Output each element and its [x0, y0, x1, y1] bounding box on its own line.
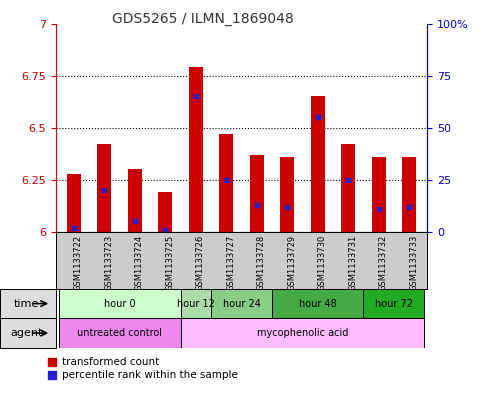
Bar	[67, 174, 81, 232]
Text: hour 0: hour 0	[104, 299, 135, 309]
Text: GSM1133724: GSM1133724	[135, 235, 144, 291]
Text: GSM1133732: GSM1133732	[379, 235, 388, 291]
Bar	[363, 289, 425, 318]
Bar	[56, 232, 427, 289]
Text: GSM1133725: GSM1133725	[165, 235, 174, 291]
Text: time: time	[14, 299, 39, 309]
Text: hour 72: hour 72	[375, 299, 413, 309]
Bar	[272, 289, 363, 318]
Bar	[402, 157, 416, 232]
Text: GSM1133729: GSM1133729	[287, 235, 296, 291]
Text: hour 12: hour 12	[177, 299, 215, 309]
Text: untreated control: untreated control	[77, 328, 162, 338]
Bar	[250, 155, 264, 232]
Bar	[280, 157, 294, 232]
Text: GSM1133730: GSM1133730	[318, 235, 327, 291]
Text: hour 48: hour 48	[299, 299, 337, 309]
Bar	[158, 192, 172, 232]
Bar	[181, 289, 211, 318]
Bar	[58, 318, 181, 348]
Bar	[128, 169, 142, 232]
Bar	[311, 96, 325, 232]
Text: mycophenolic acid: mycophenolic acid	[257, 328, 348, 338]
Bar	[211, 289, 272, 318]
Legend: transformed count, percentile rank within the sample: transformed count, percentile rank withi…	[44, 353, 242, 384]
Text: GSM1133726: GSM1133726	[196, 235, 205, 291]
Text: GSM1133733: GSM1133733	[409, 235, 418, 291]
Text: GSM1133727: GSM1133727	[226, 235, 235, 291]
Text: agent: agent	[10, 328, 43, 338]
Text: GDS5265 / ILMN_1869048: GDS5265 / ILMN_1869048	[112, 12, 294, 26]
Text: hour 24: hour 24	[223, 299, 260, 309]
Bar	[181, 318, 425, 348]
Text: GSM1133728: GSM1133728	[257, 235, 266, 291]
Bar	[58, 289, 181, 318]
Bar	[341, 144, 355, 232]
Text: GSM1133723: GSM1133723	[104, 235, 114, 291]
Bar	[98, 144, 111, 232]
Text: GSM1133731: GSM1133731	[348, 235, 357, 291]
Bar	[372, 157, 385, 232]
Bar	[219, 134, 233, 232]
Bar	[189, 67, 203, 232]
Text: GSM1133722: GSM1133722	[74, 235, 83, 291]
